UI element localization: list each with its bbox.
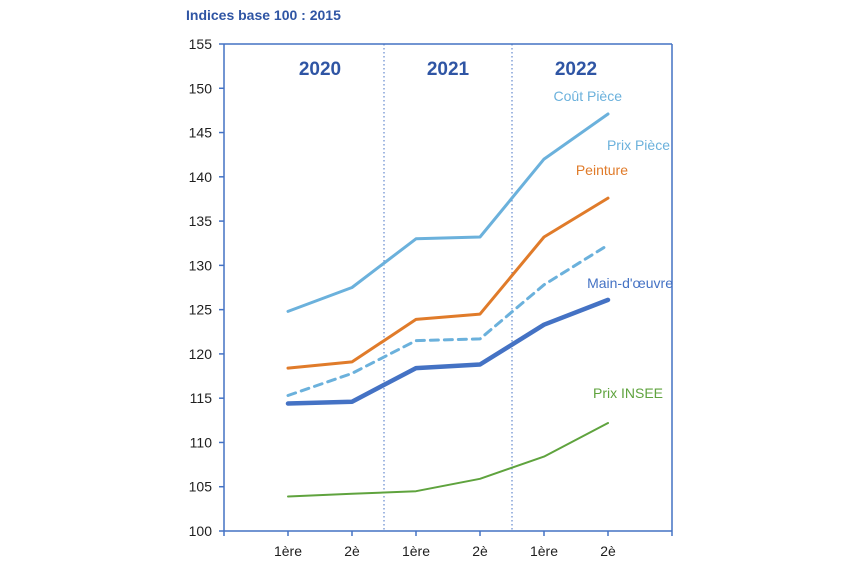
y-tick-label: 150 [189, 80, 213, 96]
series-line [286, 243, 610, 397]
series-label: Prix Pièce [607, 137, 670, 153]
x-tick-label: 1ère [530, 543, 558, 559]
y-tick-label: 120 [189, 346, 213, 362]
x-tick-label: 2è [600, 543, 616, 559]
year-label: 2021 [427, 59, 470, 80]
year-separators [383, 44, 513, 531]
y-tick-label: 100 [189, 523, 213, 539]
series-label: Peinture [576, 162, 628, 178]
x-tick-label: 2è [472, 543, 488, 559]
series-lines [285, 112, 611, 498]
y-tick-label: 125 [189, 302, 213, 318]
series-labels: Coût Pièce Peinture Prix Pièce Main-d'œuvre… [554, 88, 674, 401]
y-tick-label: 130 [189, 257, 213, 273]
year-labels: 2020 2021 2022 [299, 59, 597, 80]
series-label: Prix INSEE [593, 385, 663, 401]
series-line [286, 196, 610, 370]
series-line [286, 112, 610, 313]
y-tick-label: 135 [189, 213, 213, 229]
x-axis: 1ère 2è 1ère 2è 1ère 2è [223, 530, 673, 559]
chart-subtitle: Indices base 100 : 2015 [186, 7, 341, 23]
y-tick-label: 115 [190, 390, 213, 406]
y-tick-label: 110 [190, 434, 213, 450]
year-label: 2020 [299, 59, 341, 80]
x-tick-label: 2è [344, 543, 360, 559]
series-label: Main-d'œuvre [587, 275, 673, 291]
series-label: Coût Pièce [554, 88, 623, 104]
x-tick-label: 1ère [274, 543, 302, 559]
year-label: 2022 [555, 59, 597, 80]
y-tick-label: 155 [189, 36, 213, 52]
y-axis: 100 105 110 115 120 125 130 135 140 145 150 155 [189, 36, 673, 539]
series-line [287, 422, 609, 498]
x-tick-label: 1ère [402, 543, 430, 559]
y-tick-label: 140 [189, 169, 213, 185]
y-tick-label: 105 [189, 479, 213, 495]
series-line [285, 297, 611, 406]
y-tick-label: 145 [189, 125, 213, 141]
